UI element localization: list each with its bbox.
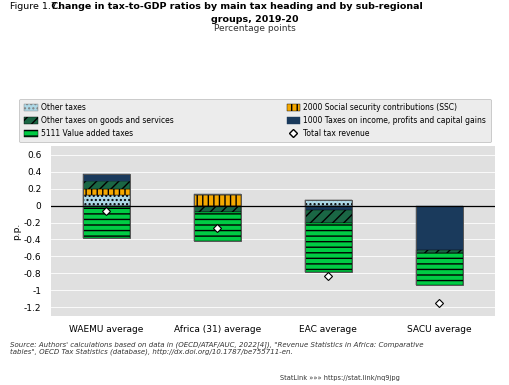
Bar [83, 174, 129, 238]
Bar [194, 194, 240, 241]
Text: Change in tax-to-GDP ratios by main tax heading and by sub-regional: Change in tax-to-GDP ratios by main tax … [48, 2, 422, 11]
Bar [83, 189, 129, 196]
Text: Figure 1.7.: Figure 1.7. [10, 2, 60, 11]
Bar [83, 206, 129, 238]
Bar [415, 206, 462, 249]
Bar [304, 200, 351, 272]
Bar [194, 206, 240, 211]
Bar [304, 223, 351, 272]
Bar [83, 196, 129, 206]
Legend: Other taxes, Other taxes on goods and services, 5111 Value added taxes, 2000 Soc: Other taxes, Other taxes on goods and se… [19, 99, 490, 142]
Bar [415, 249, 462, 253]
Text: Percentage points: Percentage points [214, 24, 295, 33]
Text: groups, 2019-20: groups, 2019-20 [211, 15, 298, 23]
Text: Source: Authors' calculations based on data in (OECD/ATAF/AUC, 2022[4]), "Revenu: Source: Authors' calculations based on d… [10, 341, 423, 355]
Bar [194, 196, 240, 206]
Bar [83, 181, 129, 189]
Bar [194, 194, 240, 196]
Text: StatLink »»» https://stat.link/nq9jpg: StatLink »»» https://stat.link/nq9jpg [280, 375, 400, 381]
Bar [304, 206, 351, 210]
Bar [415, 253, 462, 285]
Bar [304, 210, 351, 223]
Bar [304, 200, 351, 206]
Bar [415, 206, 462, 285]
Bar [83, 174, 129, 181]
Bar [194, 211, 240, 241]
Y-axis label: p.p.: p.p. [12, 223, 21, 239]
